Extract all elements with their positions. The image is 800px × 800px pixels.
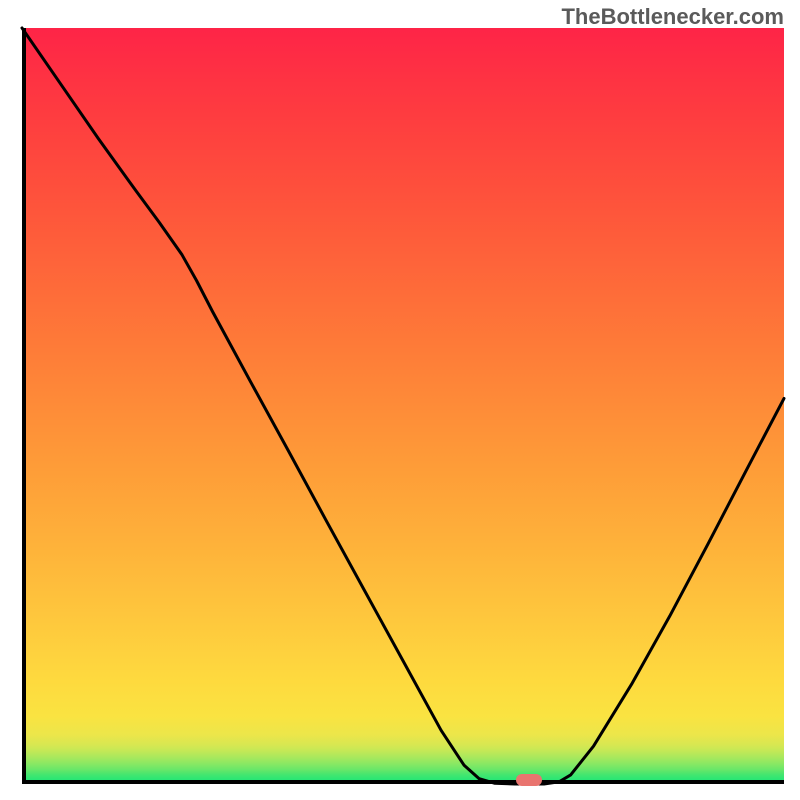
x-axis-line [22,780,784,784]
watermark-text: TheBottlenecker.com [561,4,784,30]
chart-container: { "watermark": { "text": "TheBottlenecke… [0,0,800,800]
plot-area [22,28,784,784]
bottleneck-curve [22,28,784,784]
optimal-marker [516,774,542,786]
y-axis-line [22,28,26,784]
